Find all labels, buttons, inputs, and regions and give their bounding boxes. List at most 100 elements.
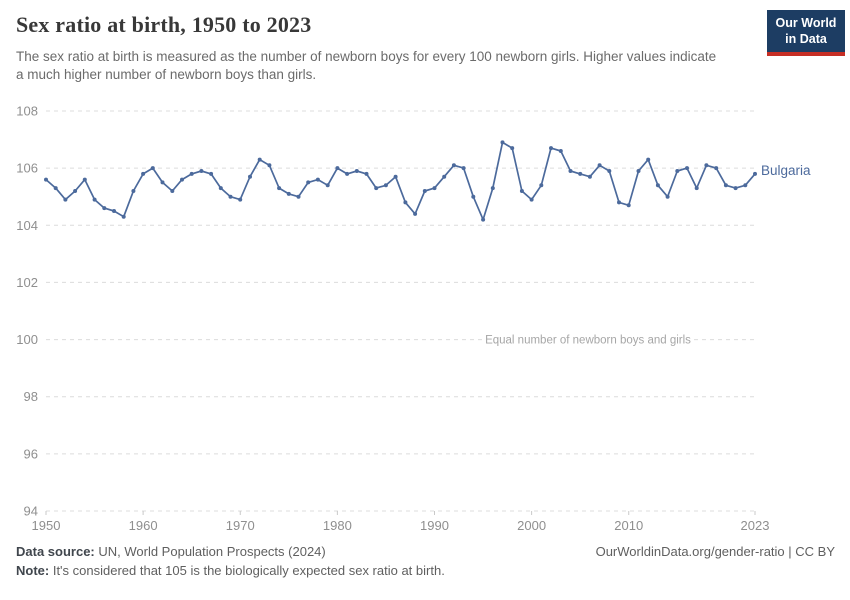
data-point-1962[interactable]: [160, 180, 165, 185]
owid-url-link[interactable]: OurWorldinData.org/gender-ratio | CC BY: [595, 544, 835, 559]
data-point-1957[interactable]: [112, 209, 116, 213]
chart-subtitle: The sex ratio at birth is measured as th…: [16, 49, 717, 82]
data-point-1990[interactable]: [432, 186, 437, 191]
data-point-1986[interactable]: [393, 174, 398, 179]
data-point-2010[interactable]: [626, 203, 631, 208]
data-point-2020[interactable]: [723, 183, 728, 188]
data-point-2007[interactable]: [597, 163, 602, 168]
line-chart[interactable]: 94 96 98 100 102 104 106 108 1950 1960 1970 1980 199…: [0, 90, 850, 542]
data-point-2019[interactable]: [714, 166, 719, 171]
owid-logo[interactable]: Our World in Data: [767, 10, 845, 57]
data-point-2009[interactable]: [617, 200, 621, 205]
y-axis-label-106: 106: [16, 161, 38, 176]
data-point-2004[interactable]: [568, 169, 573, 173]
data-point-1989[interactable]: [422, 189, 427, 193]
data-point-1951[interactable]: [53, 186, 58, 191]
data-point-1975[interactable]: [286, 191, 291, 196]
x-axis-label-1970: 1970: [226, 518, 255, 533]
data-point-1961[interactable]: [150, 166, 155, 171]
data-point-1971[interactable]: [248, 174, 252, 179]
data-point-2016[interactable]: [685, 166, 689, 171]
chart-footer: Data source: UN, World Population Prospe…: [16, 544, 835, 578]
data-point-1972[interactable]: [257, 157, 262, 162]
data-point-2003[interactable]: [558, 149, 563, 153]
data-point-2006[interactable]: [587, 174, 592, 179]
data-point-1970[interactable]: [238, 197, 243, 202]
data-point-1965[interactable]: [189, 171, 194, 176]
data-point-1999[interactable]: [519, 189, 524, 193]
equal-ratio-annotation: Equal number of newborn boys and girls: [485, 335, 691, 347]
data-point-1964[interactable]: [180, 177, 184, 182]
series-line-bulgaria[interactable]: [45, 141, 756, 221]
data-point-1993[interactable]: [461, 166, 466, 171]
data-point-1960[interactable]: [141, 171, 146, 176]
data-point-1974[interactable]: [277, 186, 282, 191]
data-point-2000[interactable]: [529, 197, 534, 202]
data-point-1958[interactable]: [121, 214, 126, 219]
data-point-1973[interactable]: [267, 163, 272, 168]
data-point-1963[interactable]: [170, 189, 175, 193]
data-point-2013[interactable]: [655, 183, 660, 188]
data-point-2022[interactable]: [743, 183, 748, 188]
data-point-1978[interactable]: [315, 177, 320, 182]
data-point-1991[interactable]: [442, 174, 447, 179]
page-title: Sex ratio at birth, 1950 to 2023: [16, 12, 312, 37]
x-axis-label-1990: 1990: [420, 518, 449, 533]
data-point-1985[interactable]: [383, 183, 388, 188]
data-point-2015[interactable]: [675, 169, 680, 173]
data-point-2012[interactable]: [646, 157, 651, 162]
owid-logo-red-bar: [767, 52, 845, 57]
data-point-1969[interactable]: [228, 194, 233, 199]
data-point-1968[interactable]: [218, 186, 223, 191]
data-point-2011[interactable]: [636, 169, 641, 173]
x-axis-label-2023: 2023: [741, 518, 770, 533]
x-axis-label-1960: 1960: [129, 518, 158, 533]
x-axis-label-2000: 2000: [517, 518, 546, 533]
data-point-1953[interactable]: [73, 189, 78, 193]
y-axis-label-100: 100: [16, 332, 38, 347]
data-point-1981[interactable]: [345, 171, 350, 176]
data-point-1954[interactable]: [82, 177, 87, 182]
data-point-1998[interactable]: [510, 146, 515, 151]
data-point-1950[interactable]: [44, 177, 48, 182]
y-axis-label-96: 96: [24, 446, 38, 461]
data-source-label: Data source:: [16, 544, 95, 559]
data-point-1952[interactable]: [63, 197, 68, 202]
x-axis-label-1950: 1950: [32, 518, 61, 533]
data-point-1979[interactable]: [325, 183, 330, 188]
data-point-2017[interactable]: [694, 186, 699, 191]
data-point-1982[interactable]: [354, 169, 359, 173]
data-point-1994[interactable]: [471, 194, 476, 199]
series-label-bulgaria[interactable]: Bulgaria: [761, 163, 811, 178]
data-point-2002[interactable]: [549, 146, 553, 151]
data-point-1966[interactable]: [199, 169, 204, 173]
y-axis-label-108: 108: [16, 104, 38, 119]
data-point-1976[interactable]: [296, 194, 301, 199]
data-point-1980[interactable]: [335, 166, 340, 171]
data-point-1988[interactable]: [413, 211, 418, 216]
data-point-1967[interactable]: [209, 171, 214, 176]
y-axis-label-98: 98: [24, 389, 38, 404]
note-label: Note:: [16, 563, 50, 578]
data-point-2008[interactable]: [607, 169, 612, 173]
y-axis-label-94: 94: [24, 504, 38, 519]
x-axis-label-2010: 2010: [614, 518, 643, 533]
data-point-1984[interactable]: [374, 186, 379, 191]
data-point-1996[interactable]: [490, 186, 495, 191]
data-point-2001[interactable]: [539, 183, 544, 188]
data-point-1956[interactable]: [102, 206, 107, 211]
data-point-2023[interactable]: [753, 171, 757, 176]
data-point-1987[interactable]: [403, 200, 408, 205]
data-point-1983[interactable]: [364, 171, 369, 176]
data-point-1997[interactable]: [500, 140, 505, 145]
data-point-2014[interactable]: [665, 194, 670, 199]
data-point-2021[interactable]: [733, 186, 738, 191]
data-point-1995[interactable]: [481, 217, 486, 222]
data-point-1959[interactable]: [131, 189, 136, 193]
data-point-1992[interactable]: [451, 163, 456, 168]
owid-logo-line1: Our World: [775, 16, 837, 30]
data-point-1955[interactable]: [92, 197, 97, 202]
data-point-1977[interactable]: [306, 180, 311, 185]
data-point-2018[interactable]: [704, 163, 709, 168]
data-point-2005[interactable]: [578, 171, 583, 176]
